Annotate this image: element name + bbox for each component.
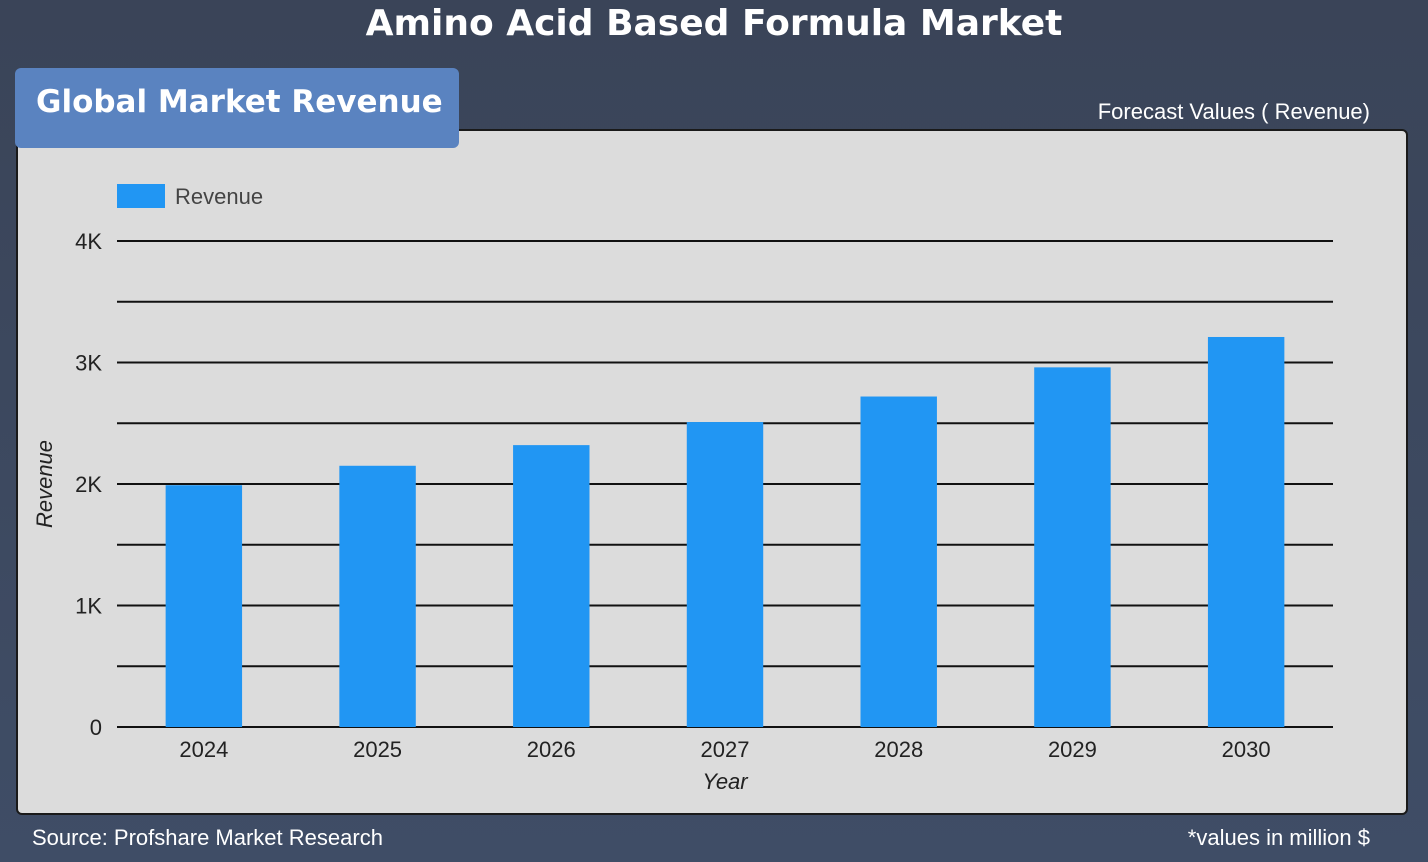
y-tick-label: 4K bbox=[75, 229, 102, 254]
y-tick-label: 1K bbox=[75, 594, 102, 619]
bar-2028 bbox=[860, 396, 937, 727]
y-tick-label: 0 bbox=[90, 715, 102, 740]
x-tick-label: 2025 bbox=[353, 737, 402, 762]
legend: Revenue bbox=[117, 184, 263, 209]
bar-2025 bbox=[339, 465, 416, 727]
x-tick-label: 2026 bbox=[527, 737, 576, 762]
source-note: Source: Profshare Market Research bbox=[32, 825, 383, 850]
legend-swatch-revenue bbox=[117, 184, 165, 208]
x-tick-label: 2029 bbox=[1048, 737, 1097, 762]
legend-label-revenue: Revenue bbox=[175, 184, 263, 209]
global-market-revenue-tab: Global Market Revenue bbox=[15, 68, 459, 148]
page-title: Amino Acid Based Formula Market bbox=[365, 3, 1063, 44]
units-note: *values in million $ bbox=[1187, 825, 1370, 850]
bar-2029 bbox=[1034, 367, 1111, 727]
x-tick-label: 2027 bbox=[701, 737, 750, 762]
y-axis-title: Revenue bbox=[32, 440, 57, 528]
y-tick-label: 2K bbox=[75, 472, 102, 497]
x-axis-title: Year bbox=[702, 769, 749, 794]
bar-2024 bbox=[165, 485, 243, 727]
x-tick-label: 2028 bbox=[874, 737, 923, 762]
bar-2027 bbox=[686, 422, 764, 727]
bar-2030 bbox=[1207, 336, 1285, 727]
tick-labels: 0 1K 2K 3K 4K 2024 2025 2026 2027 2028 2029 2030 bbox=[75, 229, 1271, 762]
y-tick-label: 3K bbox=[75, 351, 102, 376]
bar-2026 bbox=[513, 445, 590, 727]
x-tick-label: 2030 bbox=[1222, 737, 1271, 762]
bars bbox=[165, 336, 1285, 727]
x-tick-label: 2024 bbox=[179, 737, 228, 762]
forecast-values-label: Forecast Values ( Revenue) bbox=[1097, 99, 1370, 124]
